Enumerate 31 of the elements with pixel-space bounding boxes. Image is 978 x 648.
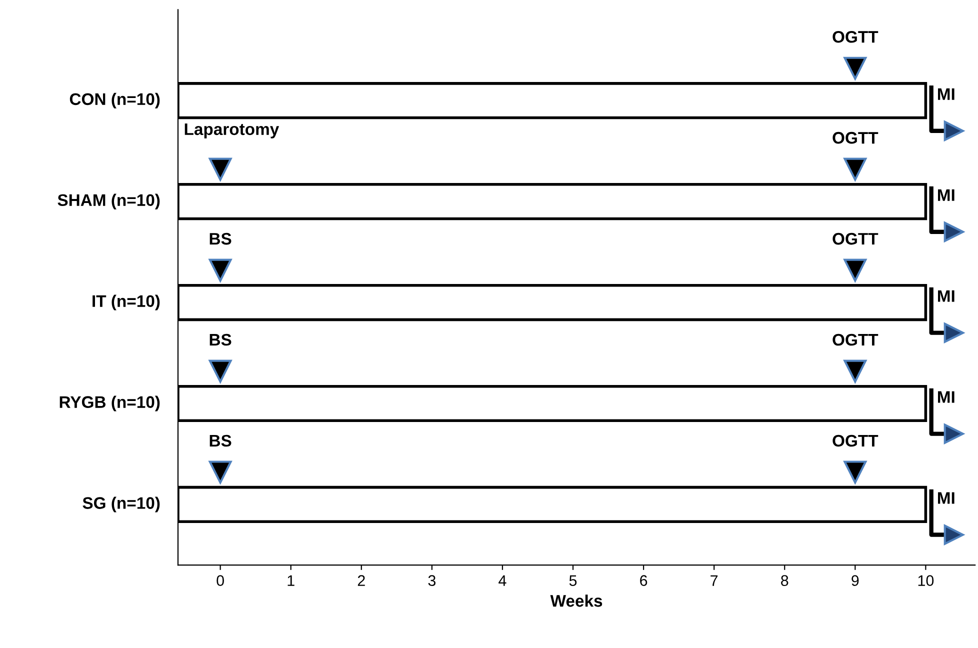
- data-label: MI: [938, 290, 954, 302]
- x-tick-label: 6: [640, 575, 648, 586]
- data-label: OGTT: [832, 132, 878, 144]
- x-tick-label: 9: [852, 575, 859, 586]
- x-tick-label: 1: [288, 575, 294, 586]
- y-tick-label: CON (n=10): [70, 92, 160, 108]
- x-axis-title: Weeks: [550, 594, 602, 607]
- x-tick-label: 5: [569, 575, 577, 586]
- x-tick-label: 4: [498, 575, 506, 586]
- y-tick-label: IT (n=10): [92, 294, 160, 310]
- data-label: Laparotomy: [184, 123, 280, 138]
- data-label: OGTT: [832, 434, 878, 447]
- data-label: BS: [210, 434, 232, 447]
- data-label: OGTT: [832, 232, 878, 245]
- x-tick-label: 3: [428, 575, 436, 586]
- data-label: OGTT: [832, 30, 878, 43]
- y-tick-label: SG (n=10): [82, 496, 160, 512]
- y-tick-label: SHAM (n=10): [58, 194, 160, 210]
- data-label: MI: [938, 391, 954, 403]
- data-label: BS: [210, 232, 232, 245]
- data-label: BS: [210, 334, 232, 346]
- data-label: MI: [938, 492, 954, 504]
- x-tick-label: 8: [781, 575, 788, 586]
- x-tick-label: 10: [918, 575, 934, 586]
- x-tick-label: 0: [216, 575, 224, 586]
- y-tick-label: RYGB (n=10): [60, 396, 160, 412]
- x-tick-label: 2: [358, 575, 365, 586]
- data-label: MI: [938, 88, 954, 100]
- data-label: OGTT: [832, 334, 878, 346]
- x-tick-label: 7: [710, 575, 718, 586]
- data-label: MI: [938, 189, 954, 201]
